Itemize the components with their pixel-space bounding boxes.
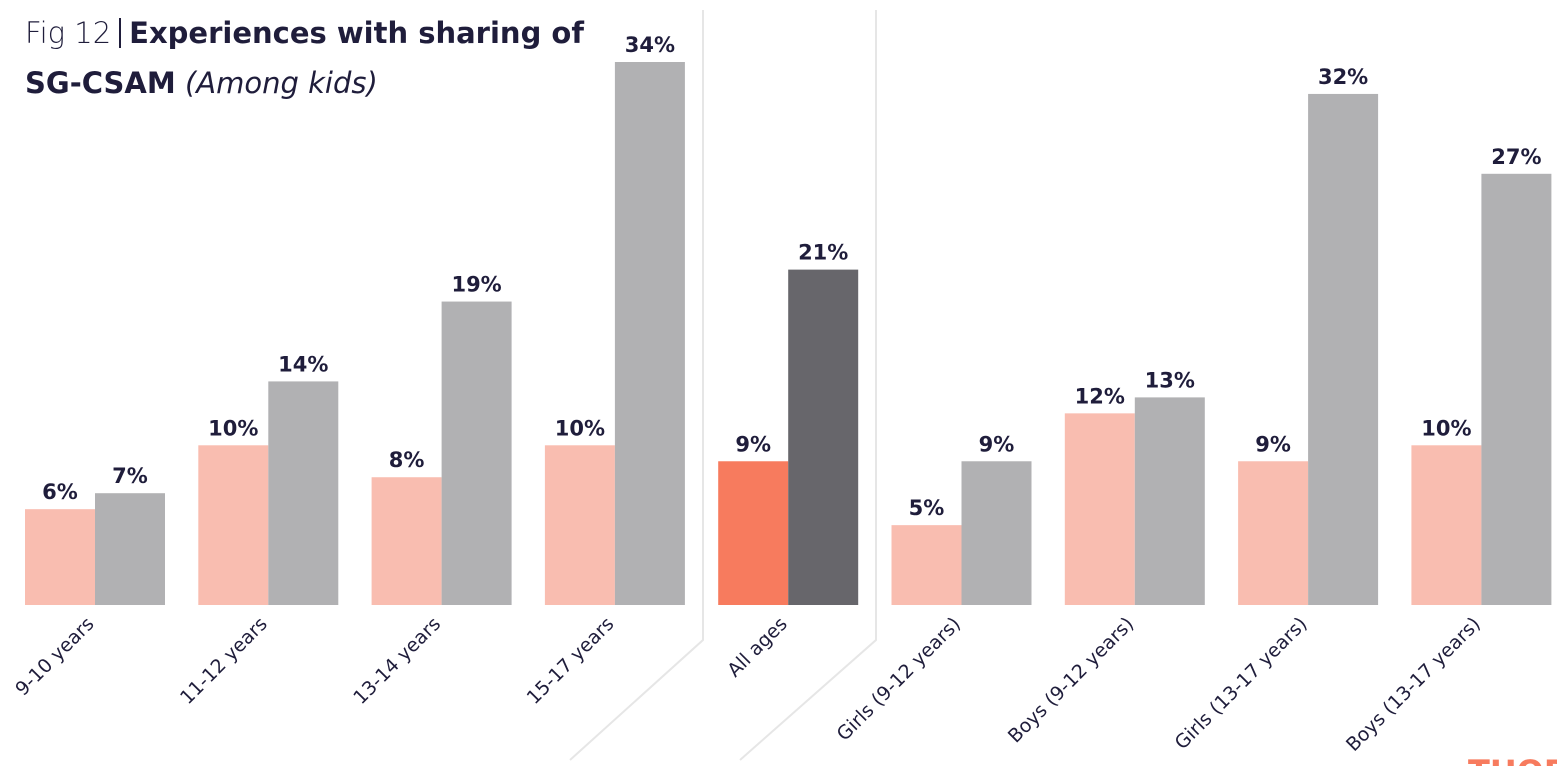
bar — [1411, 445, 1482, 605]
bar — [1238, 461, 1309, 605]
bar — [198, 445, 269, 605]
category-label: 11-12 years — [176, 613, 272, 709]
bar — [441, 301, 512, 605]
bar — [1308, 93, 1379, 606]
chart-subtitle: (Among kids) — [184, 66, 378, 100]
bar — [1481, 173, 1552, 605]
bar — [718, 461, 789, 605]
value-label: 13% — [1145, 368, 1195, 392]
value-label: 14% — [278, 352, 328, 376]
category-label: 13-14 years — [349, 613, 445, 709]
bar — [891, 525, 962, 605]
value-label: 27% — [1491, 145, 1541, 169]
value-label: 10% — [1421, 416, 1471, 440]
bar — [1064, 413, 1135, 605]
category-label: 9-10 years — [11, 613, 98, 700]
value-label: 5% — [909, 496, 945, 520]
figure-number: Fig 12 — [25, 16, 112, 50]
category-label: Girls (13-17 years) — [1171, 613, 1312, 754]
bar — [371, 477, 442, 605]
bar — [1134, 397, 1205, 605]
value-label: 34% — [625, 33, 675, 57]
category-label: All ages — [723, 613, 792, 682]
bar — [25, 509, 95, 605]
bar — [268, 381, 339, 605]
logo: THORN — [1468, 753, 1557, 766]
separator — [739, 10, 877, 761]
value-label: 19% — [451, 273, 501, 297]
value-label: 7% — [112, 464, 148, 488]
bar — [961, 461, 1032, 605]
bar — [788, 269, 859, 605]
value-label: 9% — [1255, 432, 1291, 456]
value-label: 10% — [208, 416, 258, 440]
category-label: Boys (9-12 years) — [1004, 613, 1138, 747]
divider — [119, 18, 122, 48]
value-label: 21% — [798, 241, 848, 265]
value-label: 8% — [389, 448, 425, 472]
category-label: Boys (13-17 years) — [1342, 613, 1485, 756]
chart-title: Experiences with sharing of SG-CSAM — [25, 16, 584, 100]
bar — [544, 445, 615, 605]
category-label: 15-17 years — [523, 613, 619, 709]
value-label: 10% — [555, 416, 605, 440]
bar — [614, 62, 685, 605]
category-label: Girls (9-12 years) — [833, 613, 965, 745]
value-label: 9% — [979, 432, 1015, 456]
value-label: 12% — [1075, 384, 1125, 408]
value-label: 6% — [42, 480, 78, 504]
title-block: Fig 12 Experiences with sharing of SG-CSA… — [25, 8, 595, 108]
bar — [95, 493, 165, 605]
value-label: 32% — [1318, 65, 1368, 89]
separator — [569, 10, 704, 761]
value-label: 9% — [735, 432, 771, 456]
